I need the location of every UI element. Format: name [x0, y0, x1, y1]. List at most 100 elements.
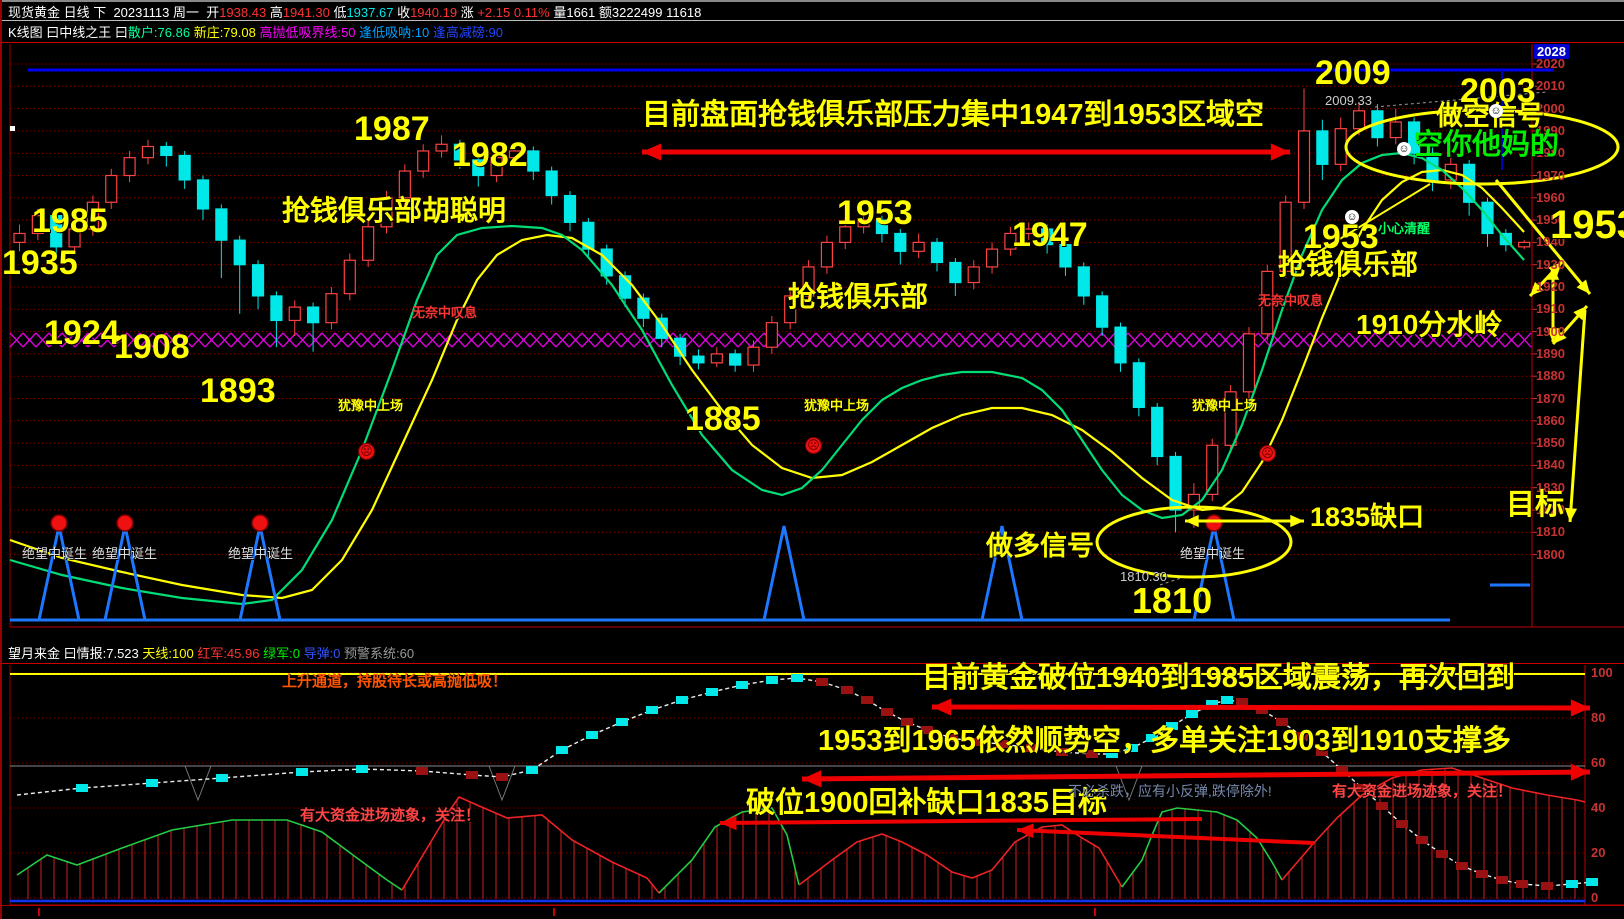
watershed-x [1140, 332, 1155, 348]
watershed-x [1166, 332, 1181, 348]
lower-indicator-curve [658, 807, 800, 894]
candle-body [1096, 295, 1109, 328]
candle-body [784, 295, 797, 324]
watershed-x [776, 332, 791, 348]
momentum-bar-down [1476, 870, 1488, 878]
midline-notch [488, 765, 516, 802]
bottom-strip-tick [553, 908, 555, 916]
candle-body [673, 337, 687, 357]
info-item: 3222499 11618 [611, 5, 702, 20]
momentum-bar-up [676, 696, 688, 704]
momentum-bar-up [526, 766, 538, 774]
watershed-x [1088, 332, 1103, 348]
watershed-x [1452, 332, 1467, 348]
momentum-bar-down [1236, 698, 1248, 706]
signal-spike [980, 525, 1024, 621]
watershed-x [347, 332, 362, 348]
momentum-bar-up [646, 706, 658, 714]
candle-body [380, 197, 393, 228]
momentum-bar-down [841, 686, 853, 694]
momentum-bar-down [1276, 718, 1288, 726]
momentum-bar-down [971, 738, 983, 746]
info-item: 1938.43 [219, 5, 267, 20]
info-item: 收 [393, 5, 411, 20]
info-item: 1937.67 [346, 5, 394, 20]
momentum-bar-down [901, 718, 913, 726]
annotation-arrow [1568, 309, 1587, 523]
candle-body [912, 241, 925, 252]
momentum-bar-up [1206, 700, 1218, 708]
watershed-x [425, 332, 440, 348]
watershed-x [334, 332, 349, 348]
info-item: 逢高减磅:90 [432, 25, 503, 40]
watershed-x [555, 332, 570, 348]
momentum-bar-down [1376, 802, 1388, 810]
momentum-bar-up [1166, 722, 1178, 730]
info-item: +2.15 0.11% [477, 5, 550, 20]
info-item: 新庄:79.08 [193, 25, 256, 40]
candle-body [820, 241, 834, 268]
buy-signal-icon [251, 514, 269, 532]
momentum-bar-down [1316, 748, 1328, 756]
momentum-bar-up [1126, 744, 1138, 752]
annotation-arrow [719, 817, 1203, 825]
watershed-x [139, 332, 154, 348]
candle-body [123, 157, 136, 177]
candle-body [1279, 201, 1292, 272]
watershed-x [1478, 332, 1493, 348]
watershed-x [412, 332, 427, 348]
candle-body [1297, 130, 1311, 203]
info-item: 高 [266, 5, 283, 20]
watershed-x [1283, 332, 1298, 348]
highlight-ellipse [1344, 108, 1620, 186]
momentum-bar-up [706, 688, 718, 696]
watershed-x [880, 332, 895, 348]
candle-body [1169, 455, 1182, 511]
candle-body [1114, 326, 1127, 364]
watershed-x [1400, 332, 1415, 348]
bottom-strip-tick [1094, 908, 1096, 916]
annotation-arrow [1494, 179, 1592, 295]
watershed-x [620, 332, 635, 348]
momentum-bar-down [1356, 784, 1368, 792]
momentum-bar-up [616, 718, 628, 726]
candle-body [1242, 333, 1256, 393]
candle-body [967, 266, 980, 284]
watershed-x [1439, 332, 1454, 348]
momentum-bar-down [861, 696, 873, 704]
candle-body [582, 221, 595, 250]
momentum-bar-down [1396, 820, 1408, 828]
watershed-x [1192, 332, 1207, 348]
candle-body [1224, 391, 1237, 446]
candle-body [398, 170, 411, 199]
candle-body [508, 150, 522, 159]
info-item: 量 [549, 5, 567, 20]
ma-line-yellow [9, 168, 1525, 600]
candle-body [141, 145, 155, 159]
lower-indicator-curve [401, 795, 660, 894]
watershed-x [815, 332, 830, 348]
candle-body [362, 226, 375, 261]
midline-notch [184, 765, 212, 802]
candle-body [1407, 121, 1421, 154]
momentum-bar-up [1186, 710, 1198, 718]
arrowhead [1570, 763, 1590, 781]
candle-body [1004, 232, 1017, 250]
candle-body [13, 232, 26, 243]
info-item: 散户:76.86 [127, 25, 191, 40]
watershed-x [1335, 332, 1350, 348]
watershed-x [152, 332, 167, 348]
watershed-x [958, 332, 973, 348]
watershed-x [906, 332, 921, 348]
candle-body [563, 194, 577, 223]
watershed-x [256, 332, 271, 348]
momentum-bar-up [296, 768, 308, 776]
watershed-x [503, 332, 518, 348]
annotation-arrow [1016, 828, 1315, 845]
arrowhead [1576, 279, 1590, 294]
candle-body [985, 248, 999, 268]
watershed-x [607, 332, 622, 348]
watershed-x [1270, 332, 1285, 348]
